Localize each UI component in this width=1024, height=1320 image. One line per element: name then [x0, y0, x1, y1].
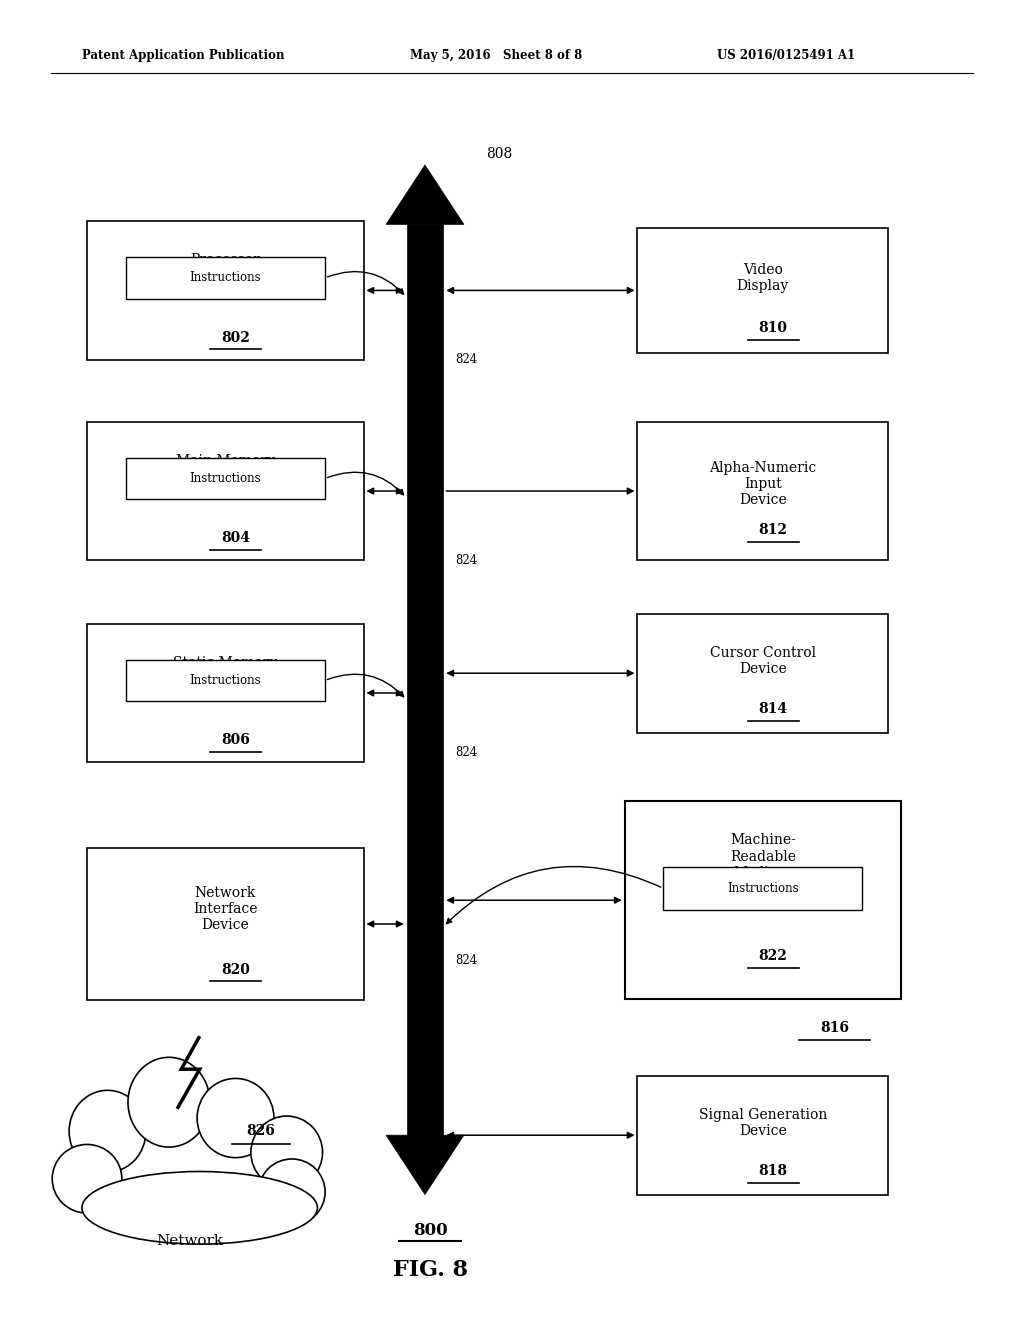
- FancyBboxPatch shape: [87, 220, 364, 359]
- Ellipse shape: [70, 1090, 145, 1172]
- Text: Instructions: Instructions: [727, 882, 799, 895]
- Ellipse shape: [52, 1144, 122, 1213]
- Text: 820: 820: [221, 962, 250, 977]
- Ellipse shape: [251, 1117, 323, 1188]
- Text: Cursor Control
Device: Cursor Control Device: [710, 647, 816, 676]
- Text: 810: 810: [759, 321, 787, 335]
- Text: 812: 812: [759, 523, 787, 537]
- Text: Static Memory: Static Memory: [173, 656, 278, 669]
- Text: 818: 818: [759, 1164, 787, 1177]
- Text: May 5, 2016   Sheet 8 of 8: May 5, 2016 Sheet 8 of 8: [410, 49, 582, 62]
- Text: 814: 814: [759, 702, 787, 715]
- Text: 824: 824: [456, 352, 478, 366]
- Text: 824: 824: [456, 553, 478, 566]
- FancyBboxPatch shape: [126, 257, 325, 298]
- Text: Main Memory: Main Memory: [176, 454, 274, 467]
- FancyBboxPatch shape: [87, 422, 364, 560]
- FancyBboxPatch shape: [664, 866, 862, 911]
- Polygon shape: [386, 1135, 464, 1195]
- Ellipse shape: [259, 1159, 326, 1225]
- Polygon shape: [407, 224, 443, 1135]
- Text: 822: 822: [759, 949, 787, 962]
- FancyBboxPatch shape: [87, 849, 364, 1001]
- FancyBboxPatch shape: [87, 624, 364, 763]
- Text: 824: 824: [456, 746, 478, 759]
- FancyBboxPatch shape: [637, 227, 889, 352]
- FancyBboxPatch shape: [637, 614, 889, 733]
- Text: Instructions: Instructions: [189, 675, 261, 686]
- Text: Instructions: Instructions: [189, 473, 261, 484]
- Text: 806: 806: [221, 733, 250, 747]
- FancyBboxPatch shape: [126, 458, 325, 499]
- Text: 826: 826: [247, 1125, 275, 1138]
- Text: Alpha-Numeric
Input
Device: Alpha-Numeric Input Device: [710, 461, 816, 507]
- Text: Patent Application Publication: Patent Application Publication: [82, 49, 285, 62]
- Ellipse shape: [82, 1172, 317, 1243]
- Text: 808: 808: [486, 147, 513, 161]
- Text: 824: 824: [456, 953, 478, 966]
- FancyBboxPatch shape: [625, 801, 901, 999]
- Text: Processor: Processor: [190, 253, 260, 267]
- Text: Network
Interface
Device: Network Interface Device: [194, 886, 257, 932]
- Text: 804: 804: [221, 531, 250, 545]
- Ellipse shape: [197, 1078, 273, 1158]
- Text: Video
Display: Video Display: [736, 263, 790, 293]
- FancyBboxPatch shape: [637, 1076, 889, 1195]
- FancyBboxPatch shape: [637, 422, 889, 560]
- Text: Machine-
Readable
Medium: Machine- Readable Medium: [730, 833, 796, 880]
- Text: Network: Network: [156, 1234, 223, 1247]
- Text: FIG. 8: FIG. 8: [392, 1259, 468, 1280]
- Text: 802: 802: [221, 330, 250, 345]
- Polygon shape: [386, 165, 464, 224]
- Text: Instructions: Instructions: [189, 272, 261, 284]
- Text: 800: 800: [413, 1222, 447, 1238]
- FancyBboxPatch shape: [126, 660, 325, 701]
- Text: 816: 816: [820, 1022, 849, 1035]
- Text: Signal Generation
Device: Signal Generation Device: [698, 1109, 827, 1138]
- Text: US 2016/0125491 A1: US 2016/0125491 A1: [717, 49, 855, 62]
- Ellipse shape: [128, 1057, 210, 1147]
